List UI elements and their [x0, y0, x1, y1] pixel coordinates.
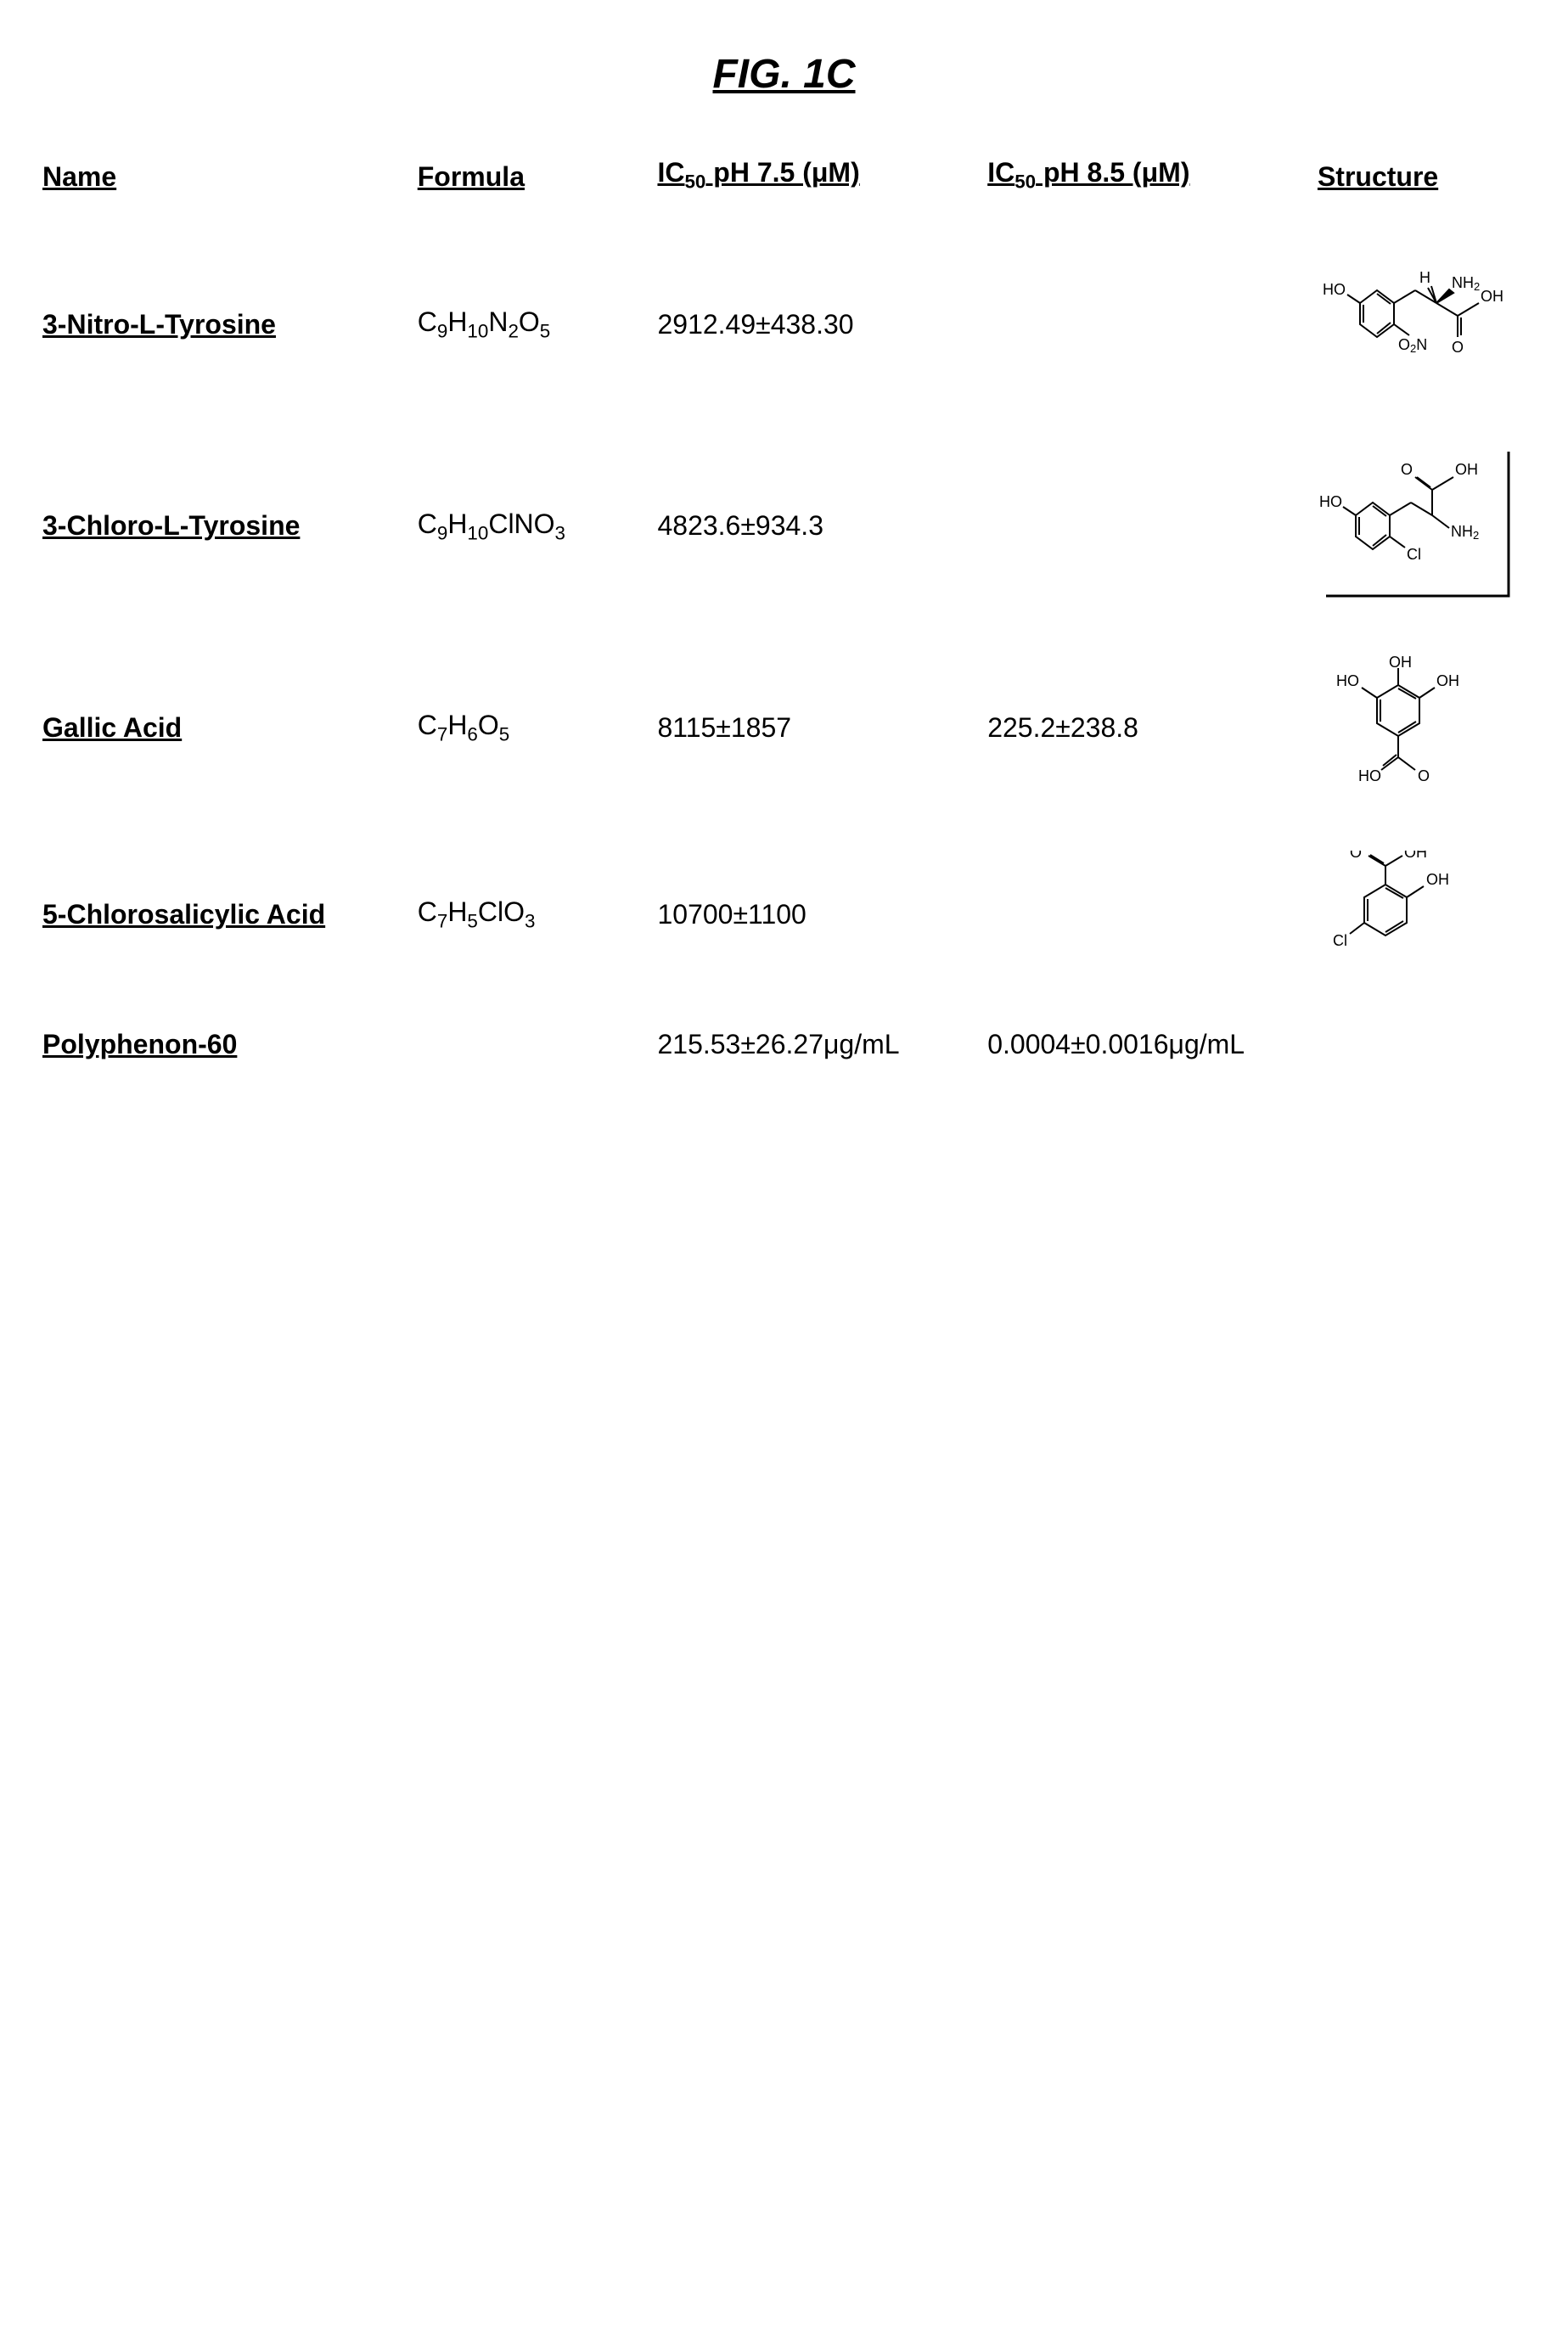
ic50-ph85-value: 225.2±238.8	[979, 630, 1309, 825]
ic50-ph75-value: 8115±1857	[649, 630, 979, 825]
ic50-ph75-value: 215.53±26.27μg/mL	[649, 1003, 979, 1086]
structure-diagram	[1309, 1003, 1534, 1086]
compound-formula: C7H5ClO3	[409, 825, 649, 1003]
data-table: Name Formula IC50 pH 7.5 (μM) IC50 pH 8.…	[34, 140, 1534, 1086]
svg-text:Cl: Cl	[1407, 546, 1421, 563]
compound-name: 3-Chloro-L-Tyrosine	[34, 422, 409, 630]
svg-text:HO: HO	[1319, 493, 1342, 510]
table-row: Gallic AcidC7H6O58115±1857225.2±238.8 HO…	[34, 630, 1534, 825]
compound-name: Polyphenon-60	[34, 1003, 409, 1086]
svg-text:O: O	[1418, 767, 1430, 784]
svg-text:OH: OH	[1436, 672, 1459, 689]
compound-formula: C7H6O5	[409, 630, 649, 825]
compound-name: 5-Chlorosalicylic Acid	[34, 825, 409, 1003]
compound-name: 3-Nitro-L-Tyrosine	[34, 227, 409, 422]
table-row: 5-Chlorosalicylic AcidC7H5ClO310700±1100…	[34, 825, 1534, 1003]
ic50-ph75-value: 2912.49±438.30	[649, 227, 979, 422]
ic50-ph85-value	[979, 422, 1309, 630]
svg-text:NH2: NH2	[1452, 274, 1480, 293]
table-header-row: Name Formula IC50 pH 7.5 (μM) IC50 pH 8.…	[34, 140, 1534, 227]
compound-name: Gallic Acid	[34, 630, 409, 825]
svg-text:OH: OH	[1426, 871, 1449, 888]
table-row: Polyphenon-60 215.53±26.27μg/mL0.0004±0.0…	[34, 1003, 1534, 1086]
svg-text:H: H	[1419, 269, 1430, 286]
compound-formula	[409, 1003, 649, 1086]
svg-text:O: O	[1452, 339, 1464, 356]
svg-text:Cl: Cl	[1333, 932, 1347, 949]
header-ic50-ph75: IC50 pH 7.5 (μM)	[649, 140, 979, 227]
compound-formula: C9H10N2O5	[409, 227, 649, 422]
structure-diagram: Cl OH O OH	[1309, 825, 1534, 1003]
svg-text:NH2: NH2	[1451, 523, 1479, 542]
header-ic50-ph85: IC50 pH 8.5 (μM)	[979, 140, 1309, 227]
svg-text:HO: HO	[1358, 767, 1381, 784]
svg-text:O: O	[1350, 851, 1362, 861]
figure-title: FIG. 1C	[34, 51, 1534, 98]
ic50-ph85-value	[979, 227, 1309, 422]
table-row: 3-Chloro-L-TyrosineC9H10ClNO34823.6±934.…	[34, 422, 1534, 630]
svg-text:OH: OH	[1455, 461, 1478, 478]
svg-text:O2N: O2N	[1398, 336, 1427, 355]
svg-text:OH: OH	[1389, 655, 1412, 671]
ic50-ph75-value: 4823.6±934.3	[649, 422, 979, 630]
header-structure: Structure	[1309, 140, 1534, 227]
ic50-ph85-value	[979, 825, 1309, 1003]
structure-diagram: HO OH OH HO O	[1309, 630, 1534, 825]
svg-text:OH: OH	[1404, 851, 1427, 861]
table-body: 3-Nitro-L-TyrosineC9H10N2O52912.49±438.3…	[34, 227, 1534, 1086]
ic50-ph75-value: 10700±1100	[649, 825, 979, 1003]
svg-text:O: O	[1401, 461, 1413, 478]
svg-text:HO: HO	[1336, 672, 1359, 689]
table-row: 3-Nitro-L-TyrosineC9H10N2O52912.49±438.3…	[34, 227, 1534, 422]
ic50-ph85-value: 0.0004±0.0016μg/mL	[979, 1003, 1309, 1086]
compound-formula: C9H10ClNO3	[409, 422, 649, 630]
svg-text:HO: HO	[1323, 281, 1346, 298]
header-formula: Formula	[409, 140, 649, 227]
svg-text:OH: OH	[1481, 288, 1503, 305]
structure-diagram: HO O2N H NH2 O OH	[1309, 227, 1534, 422]
structure-diagram: HO Cl NH2 O OH	[1309, 422, 1534, 630]
header-name: Name	[34, 140, 409, 227]
